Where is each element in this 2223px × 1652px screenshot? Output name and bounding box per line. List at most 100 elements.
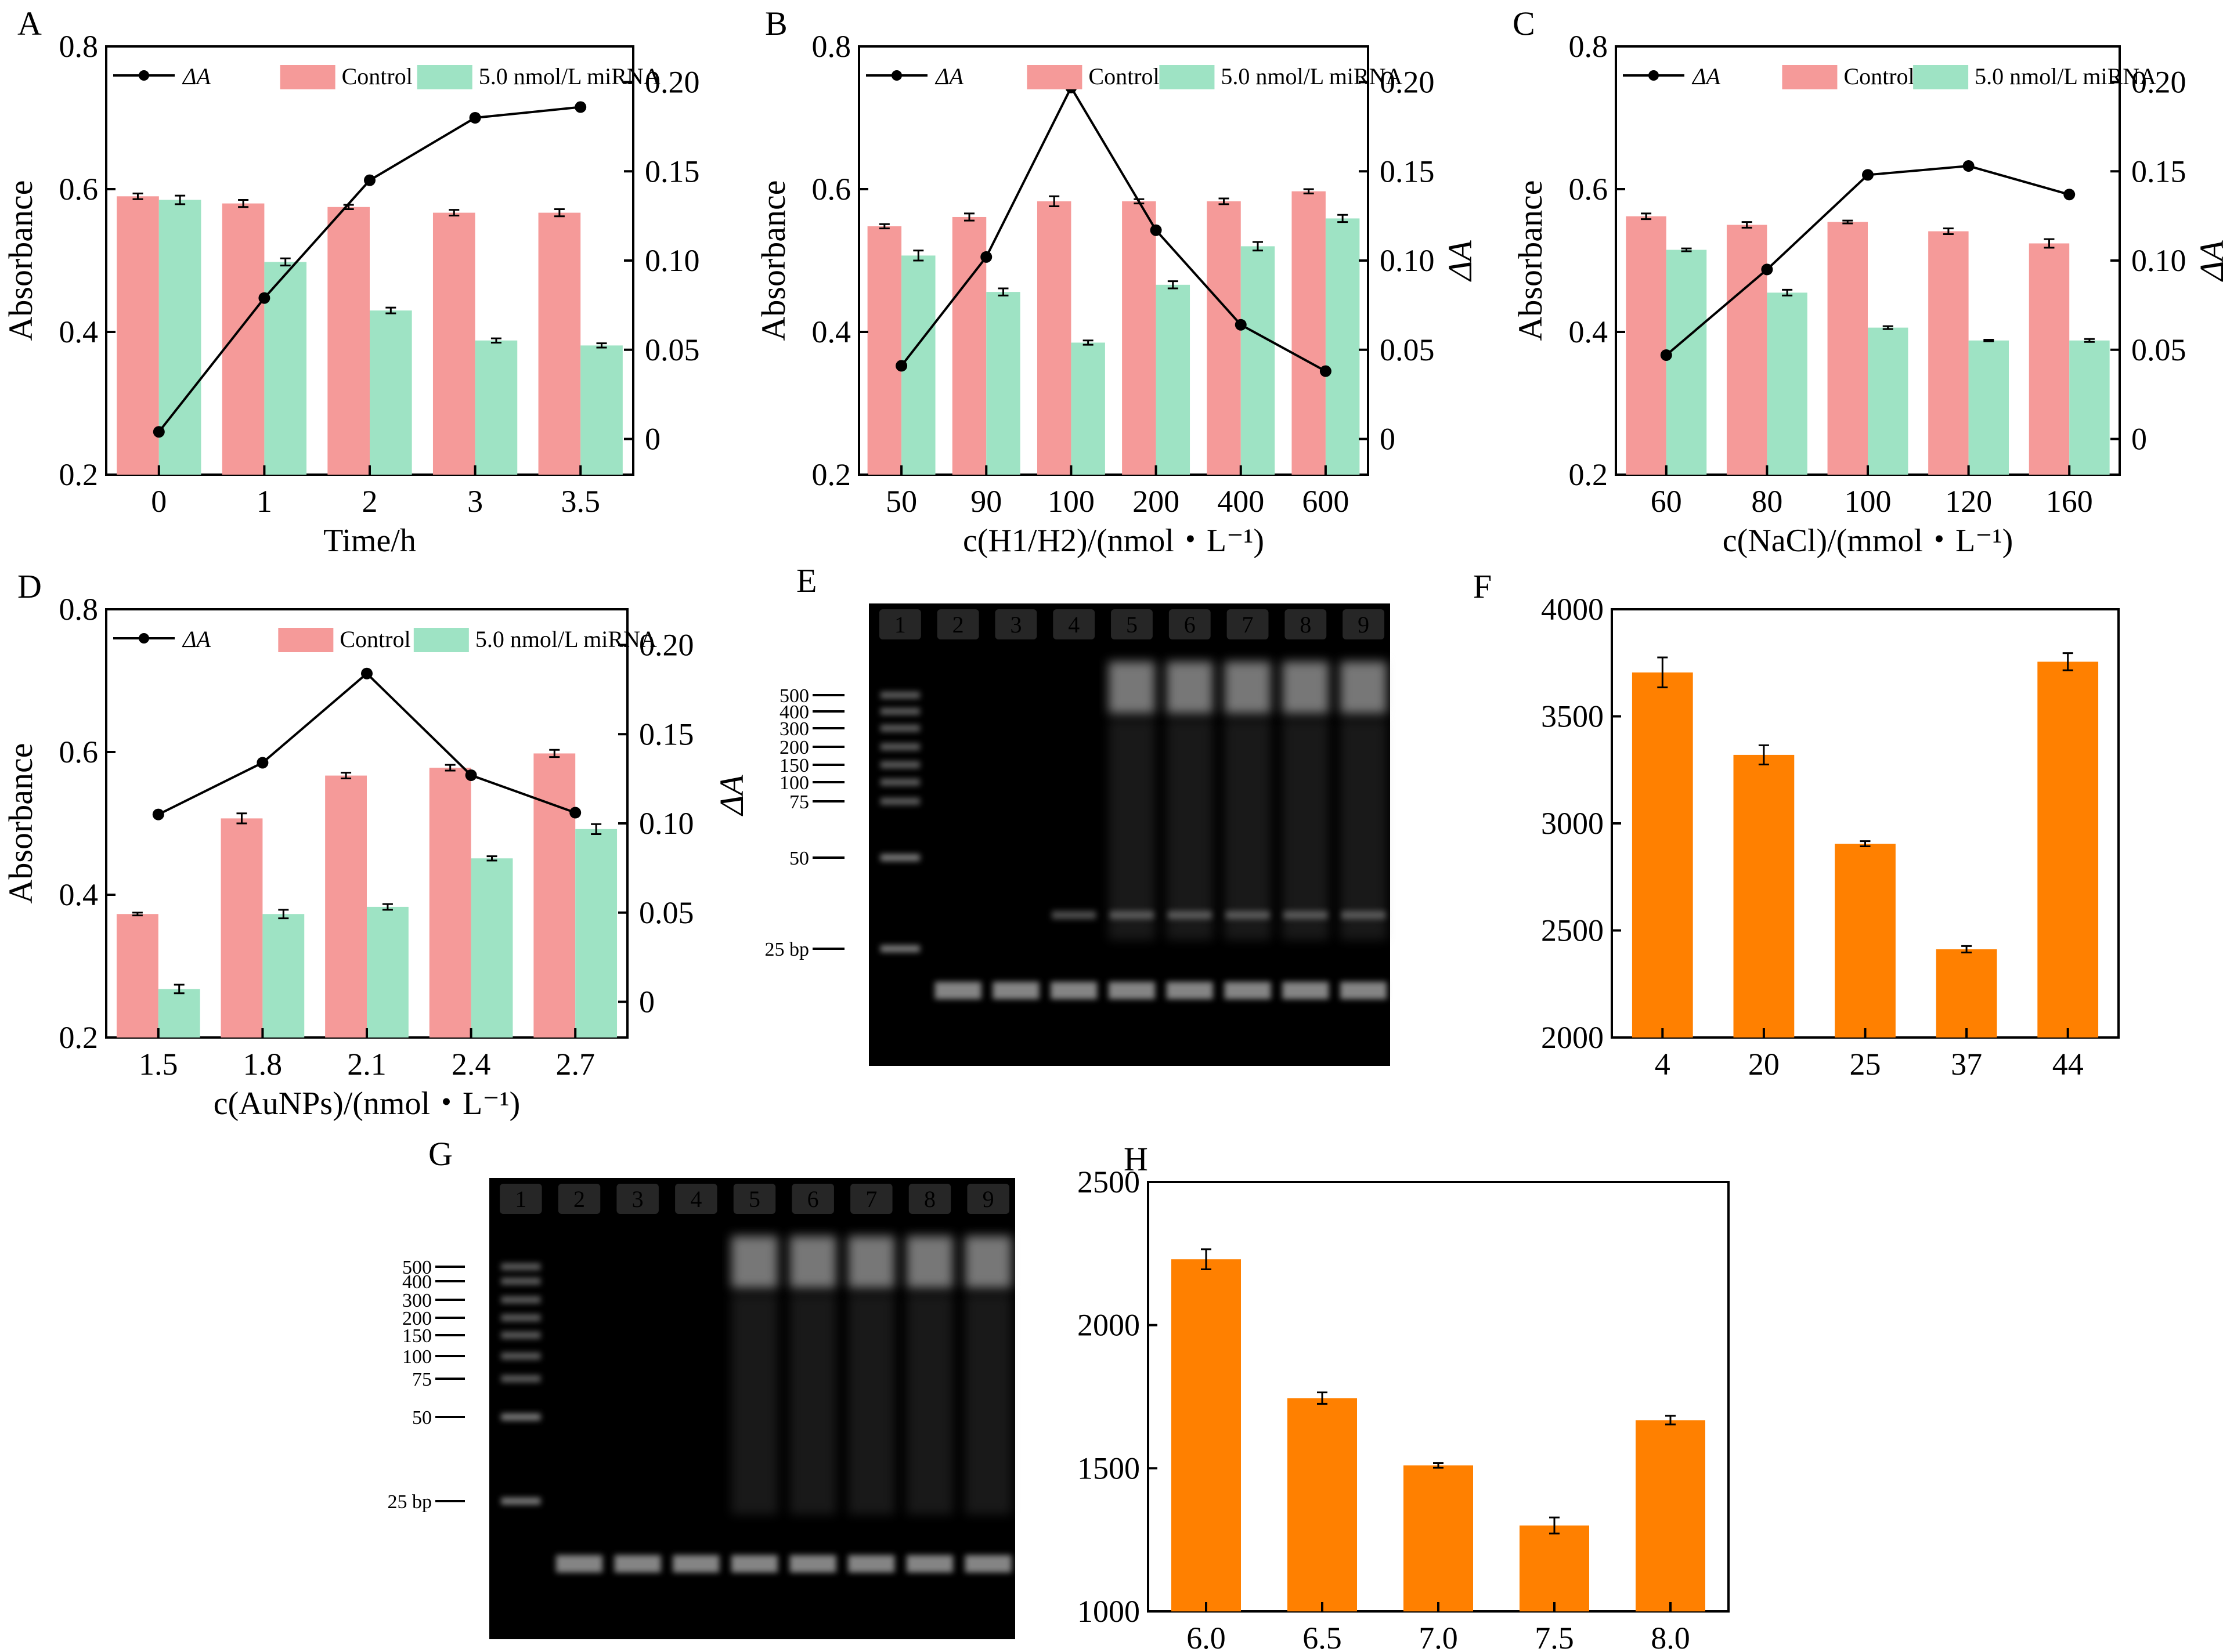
panel-label: E [796, 562, 817, 599]
y2-tick-label: 0.10 [1380, 243, 1435, 278]
y-tick-label: 0.6 [1569, 172, 1608, 207]
bar-control [1291, 191, 1326, 475]
gel-band-mid [1052, 911, 1096, 919]
x-tick-label: 400 [1217, 484, 1264, 519]
chart-panel-f: F 2000 2500 3000 3500 4000 4 20 25 37 44 [1473, 567, 2120, 1082]
gel-band-primer [556, 1555, 602, 1573]
x-tick-label: 7.5 [1535, 1621, 1574, 1652]
marker-label: 150 [402, 1325, 432, 1347]
lane-label: 9 [983, 1186, 994, 1212]
lane-label: 1 [515, 1186, 526, 1212]
panel-label: F [1473, 567, 1492, 605]
bar-mirna [2069, 340, 2110, 475]
gel-smear [731, 1294, 778, 1514]
y-tick-label: 0.2 [812, 457, 851, 492]
ladder-band [880, 854, 920, 861]
gel-band-mid [1341, 911, 1386, 919]
gel-band-product [907, 1236, 953, 1288]
panel-label: A [17, 5, 42, 42]
legend-label-mirna: 5.0 nmol/L miRNA [1975, 63, 2156, 89]
gel-smear [1109, 720, 1155, 940]
x-tick-label: 160 [2046, 484, 2093, 519]
lane-label: 8 [1300, 612, 1311, 638]
gel-well [967, 1184, 1009, 1214]
y-tick-label: 2500 [1077, 1165, 1140, 1199]
x-tick-label: 1.8 [243, 1047, 283, 1082]
y2-tick-label: 0.05 [639, 895, 694, 930]
x-axis-title: c(AuNPs)/(nmol・L⁻¹) [214, 1086, 521, 1122]
x-tick-label: 7.0 [1419, 1621, 1458, 1652]
gel-well [1343, 609, 1385, 639]
ladder-band [880, 725, 920, 732]
lane-label: 9 [1358, 612, 1369, 638]
y-tick-label: 2500 [1541, 913, 1604, 948]
legend: ΔA Control 5.0 nmol/L miRNA [113, 626, 657, 652]
bar-mirna [158, 200, 201, 475]
y2-tick-label: 0.15 [639, 717, 694, 751]
chart-panel-c: C 0.2 0.4 0.6 0.8 60 80 100 120 160 Absorbance c(Na… [1511, 5, 2223, 559]
y-tick-label: 2000 [1077, 1308, 1140, 1343]
legend-swatch-mirna [1913, 65, 1969, 89]
bar-control [533, 753, 576, 1038]
y2-tick-label: 0.05 [645, 332, 700, 367]
panel-label: D [17, 567, 42, 605]
gel-band-product [1282, 661, 1329, 714]
gel-well [675, 1184, 717, 1214]
chart-panel-b: B 0.2 0.4 0.6 0.8 50 90 100 200 400 600 Absorbance c… [755, 5, 1479, 559]
gel-well [558, 1184, 601, 1214]
marker-label: 75 [412, 1369, 432, 1390]
bar-value [1520, 1526, 1589, 1611]
bar-value [1936, 949, 1997, 1038]
y-tick-label: 0.6 [812, 172, 851, 207]
gel-band-primer [1282, 982, 1329, 999]
bar-mirna [1767, 292, 1807, 475]
lane-label: 4 [690, 1186, 702, 1212]
bar-mirna [262, 914, 305, 1038]
bar-mirna [1868, 327, 1908, 475]
delta-a-point [896, 360, 908, 372]
legend: ΔA Control 5.0 nmol/L miRNA [866, 63, 1403, 89]
delta-a-point [257, 757, 269, 769]
bar-control [327, 207, 370, 475]
marker-label: 300 [780, 718, 809, 740]
marker-label: 100 [780, 772, 809, 794]
legend-swatch-mirna [1159, 65, 1215, 89]
bar-control [1928, 231, 1969, 475]
y-tick-label: 0.4 [1569, 315, 1608, 349]
gel-band-product [789, 1236, 836, 1288]
y-tick-label: 0.4 [812, 315, 851, 349]
legend-label-control: Control [342, 63, 413, 89]
gel-band-primer [1166, 982, 1213, 999]
gel-band-primer [965, 1555, 1012, 1573]
y-tick-label: 0.6 [59, 172, 99, 207]
y2-tick-label: 0.15 [645, 154, 700, 189]
legend-label-mirna: 5.0 nmol/L miRNA [479, 63, 661, 89]
x-tick-label: 1 [257, 484, 272, 519]
bar-control [1122, 201, 1156, 475]
bar-control [117, 196, 159, 475]
gel-band-primer [1224, 982, 1271, 999]
x-tick-label: 3.5 [561, 484, 600, 519]
x-tick-label: 8.0 [1651, 1621, 1690, 1652]
gel-smear [1224, 720, 1271, 940]
panel-label: H [1124, 1140, 1148, 1178]
ladder-band [501, 1314, 541, 1321]
y-tick-label: 3000 [1541, 806, 1604, 841]
chart-panel-a: A 0.2 0.4 0.6 0.8 0 1 2 3 3.5 Absorbance Time/h 0 0.0… [2, 5, 700, 559]
gel-well [792, 1184, 834, 1214]
marker-label: 25 bp [388, 1491, 432, 1513]
delta-a-point [1761, 263, 1773, 276]
legend-line-marker [892, 70, 902, 81]
gel-band-primer [1340, 982, 1387, 999]
gel-well [937, 609, 979, 639]
y2-tick-label: 0 [645, 422, 661, 457]
y-tick-label: 1500 [1077, 1451, 1140, 1485]
gel-band-primer [1109, 982, 1155, 999]
bar-control [1207, 201, 1241, 475]
ladder-band [501, 1263, 541, 1270]
bar-value [1636, 1420, 1705, 1611]
x-tick-label: 2.7 [555, 1047, 595, 1082]
gel-band-product [1224, 661, 1271, 714]
gel-well [850, 1184, 893, 1214]
x-tick-label: 50 [886, 484, 917, 519]
